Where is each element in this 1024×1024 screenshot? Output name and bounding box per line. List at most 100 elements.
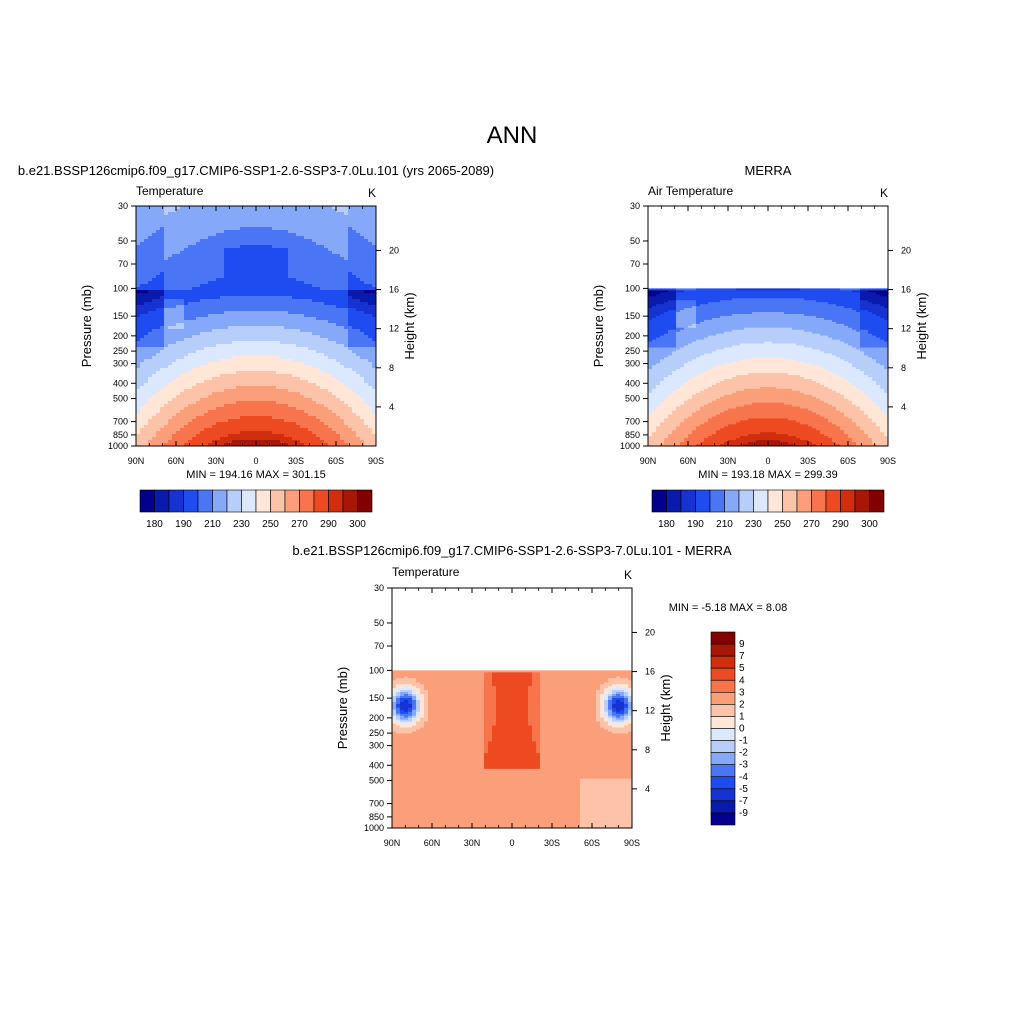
contour-cell: [328, 344, 333, 348]
contour-cell: [276, 248, 281, 252]
contour-cell: [280, 368, 285, 372]
contour-cell: [724, 288, 729, 291]
contour-cell: [264, 326, 269, 330]
contour-cell: [240, 209, 245, 213]
contour-cell: [224, 215, 229, 219]
contour-cell: [196, 227, 201, 231]
contour-cell: [220, 218, 225, 222]
contour-cell: [348, 308, 353, 312]
contour-cell: [148, 368, 153, 372]
contour-cell: [144, 263, 149, 267]
contour-cell: [308, 299, 313, 303]
contour-cell: [292, 383, 297, 387]
contour-cell: [348, 263, 353, 267]
contour-cell: [176, 410, 181, 414]
contour-cell: [296, 248, 301, 252]
contour-cell: [300, 416, 305, 420]
contour-cell: [192, 236, 197, 240]
contour-cell: [336, 326, 341, 330]
contour-cell: [232, 302, 237, 306]
contour-cell: [312, 242, 317, 246]
contour-cell: [232, 236, 237, 240]
contour-cell: [152, 278, 157, 282]
contour-cell: [228, 317, 233, 321]
y-tick-label: 850: [113, 430, 128, 440]
contour-cell: [192, 344, 197, 348]
contour-cell: [300, 371, 305, 375]
contour-cell: [372, 245, 376, 249]
contour-cell: [200, 407, 205, 411]
contour-cell: [176, 317, 181, 321]
contour-cell: [340, 317, 345, 321]
contour-cell: [348, 362, 353, 366]
contour-cell: [348, 206, 353, 210]
contour-cell: [184, 284, 189, 288]
contour-cell: [300, 257, 305, 261]
contour-cell: [192, 299, 197, 303]
contour-cell: [160, 215, 165, 219]
contour-cell: [756, 288, 761, 291]
contour-cell: [244, 368, 249, 372]
contour-cell: [348, 395, 353, 399]
contour-cell: [220, 419, 225, 423]
contour-cell: [176, 401, 181, 405]
contour-cell: [332, 335, 337, 339]
contour-cell: [284, 356, 289, 360]
contour-cell: [184, 233, 189, 237]
contour-cell: [268, 239, 273, 243]
contour-cell: [276, 236, 281, 240]
contour-cell: [304, 284, 309, 288]
contour-cell: [160, 305, 165, 309]
contour-cell: [332, 410, 337, 414]
contour-cell: [316, 383, 321, 387]
contour-cell: [156, 236, 161, 240]
contour-cell: [264, 239, 269, 243]
contour-cell: [232, 353, 237, 357]
contour-cell: [324, 395, 329, 399]
contour-cell: [276, 233, 281, 237]
contour-cell: [220, 398, 225, 402]
contour-cell: [240, 365, 245, 369]
contour-cell: [212, 374, 217, 378]
contour-cell: [156, 383, 161, 387]
contour-cell: [148, 437, 153, 441]
contour-cell: [212, 251, 217, 255]
contour-cell: [152, 422, 157, 426]
contour-cell: [316, 401, 321, 405]
contour-cell: [828, 288, 833, 291]
contour-cell: [332, 305, 337, 309]
contour-cell: [180, 425, 185, 429]
contour-cell: [284, 371, 289, 375]
contour-cell: [328, 260, 333, 264]
contour-cell: [368, 338, 373, 342]
contour-cell: [232, 326, 237, 330]
contour-cell: [332, 404, 337, 408]
contour-cell: [236, 296, 241, 300]
contour-cell: [168, 320, 173, 324]
contour-cell: [180, 347, 185, 351]
contour-cell: [244, 248, 249, 252]
contour-cell: [196, 242, 201, 246]
contour-cell: [268, 344, 273, 348]
contour-cell: [316, 413, 321, 417]
contour-cell: [148, 398, 153, 402]
contour-cell: [232, 287, 237, 291]
contour-cell: [340, 326, 345, 330]
contour-cell: [240, 419, 245, 423]
contour-cell: [140, 266, 145, 270]
contour-cell: [160, 248, 165, 252]
contour-cell: [288, 242, 293, 246]
contour-cell: [184, 281, 189, 285]
contour-cell: [280, 218, 285, 222]
contour-cell: [296, 341, 301, 345]
contour-cell: [340, 443, 345, 446]
contour-cell: [316, 236, 321, 240]
contour-cell: [212, 350, 217, 354]
contour-cell: [284, 353, 289, 357]
contour-cell: [148, 401, 153, 405]
contour-cell: [256, 410, 261, 414]
contour-cell: [336, 251, 341, 255]
contour-cell: [316, 425, 321, 429]
contour-cell: [200, 284, 205, 288]
contour-cell: [344, 212, 349, 216]
